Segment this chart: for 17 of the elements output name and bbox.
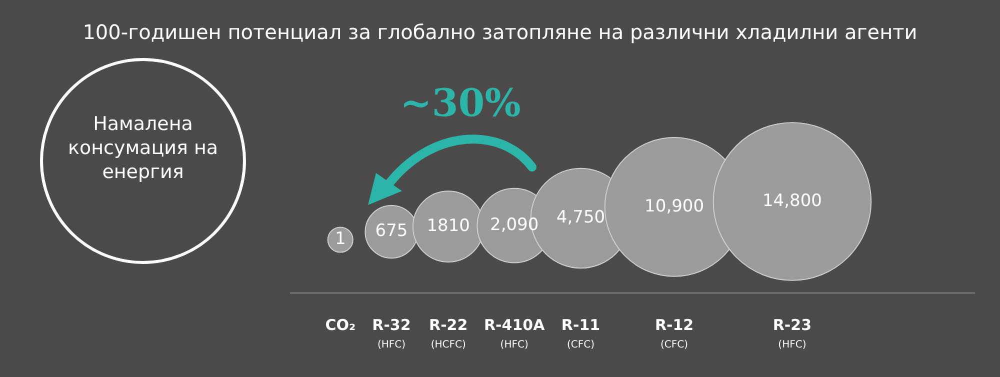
category-label: CO₂: [325, 316, 356, 334]
data-label: 675: [375, 221, 408, 242]
category-label: R-23 (HFC): [772, 316, 812, 351]
category-label: R-22 (HCFC): [429, 316, 468, 351]
data-label: 4,750: [556, 208, 606, 228]
category-label: R-12 (CFC): [654, 316, 694, 351]
category-label: R-11 (CFC): [561, 316, 600, 351]
text: ~30%: [400, 80, 521, 125]
data-label: 2,090: [490, 214, 539, 235]
data-label: 10,900: [644, 196, 704, 216]
data-label: 14,800: [762, 190, 822, 211]
text: 100-годишен потенциал за глобално затопляне на различни хладилни агенти: [82, 20, 918, 44]
data-label: 1810: [426, 216, 470, 236]
data-label: 1: [334, 229, 346, 250]
text: Намалена консумация на енергия: [68, 112, 218, 184]
category-label: R-32 (HFC): [372, 316, 411, 351]
category-label: R-410A (HFC): [484, 316, 546, 351]
